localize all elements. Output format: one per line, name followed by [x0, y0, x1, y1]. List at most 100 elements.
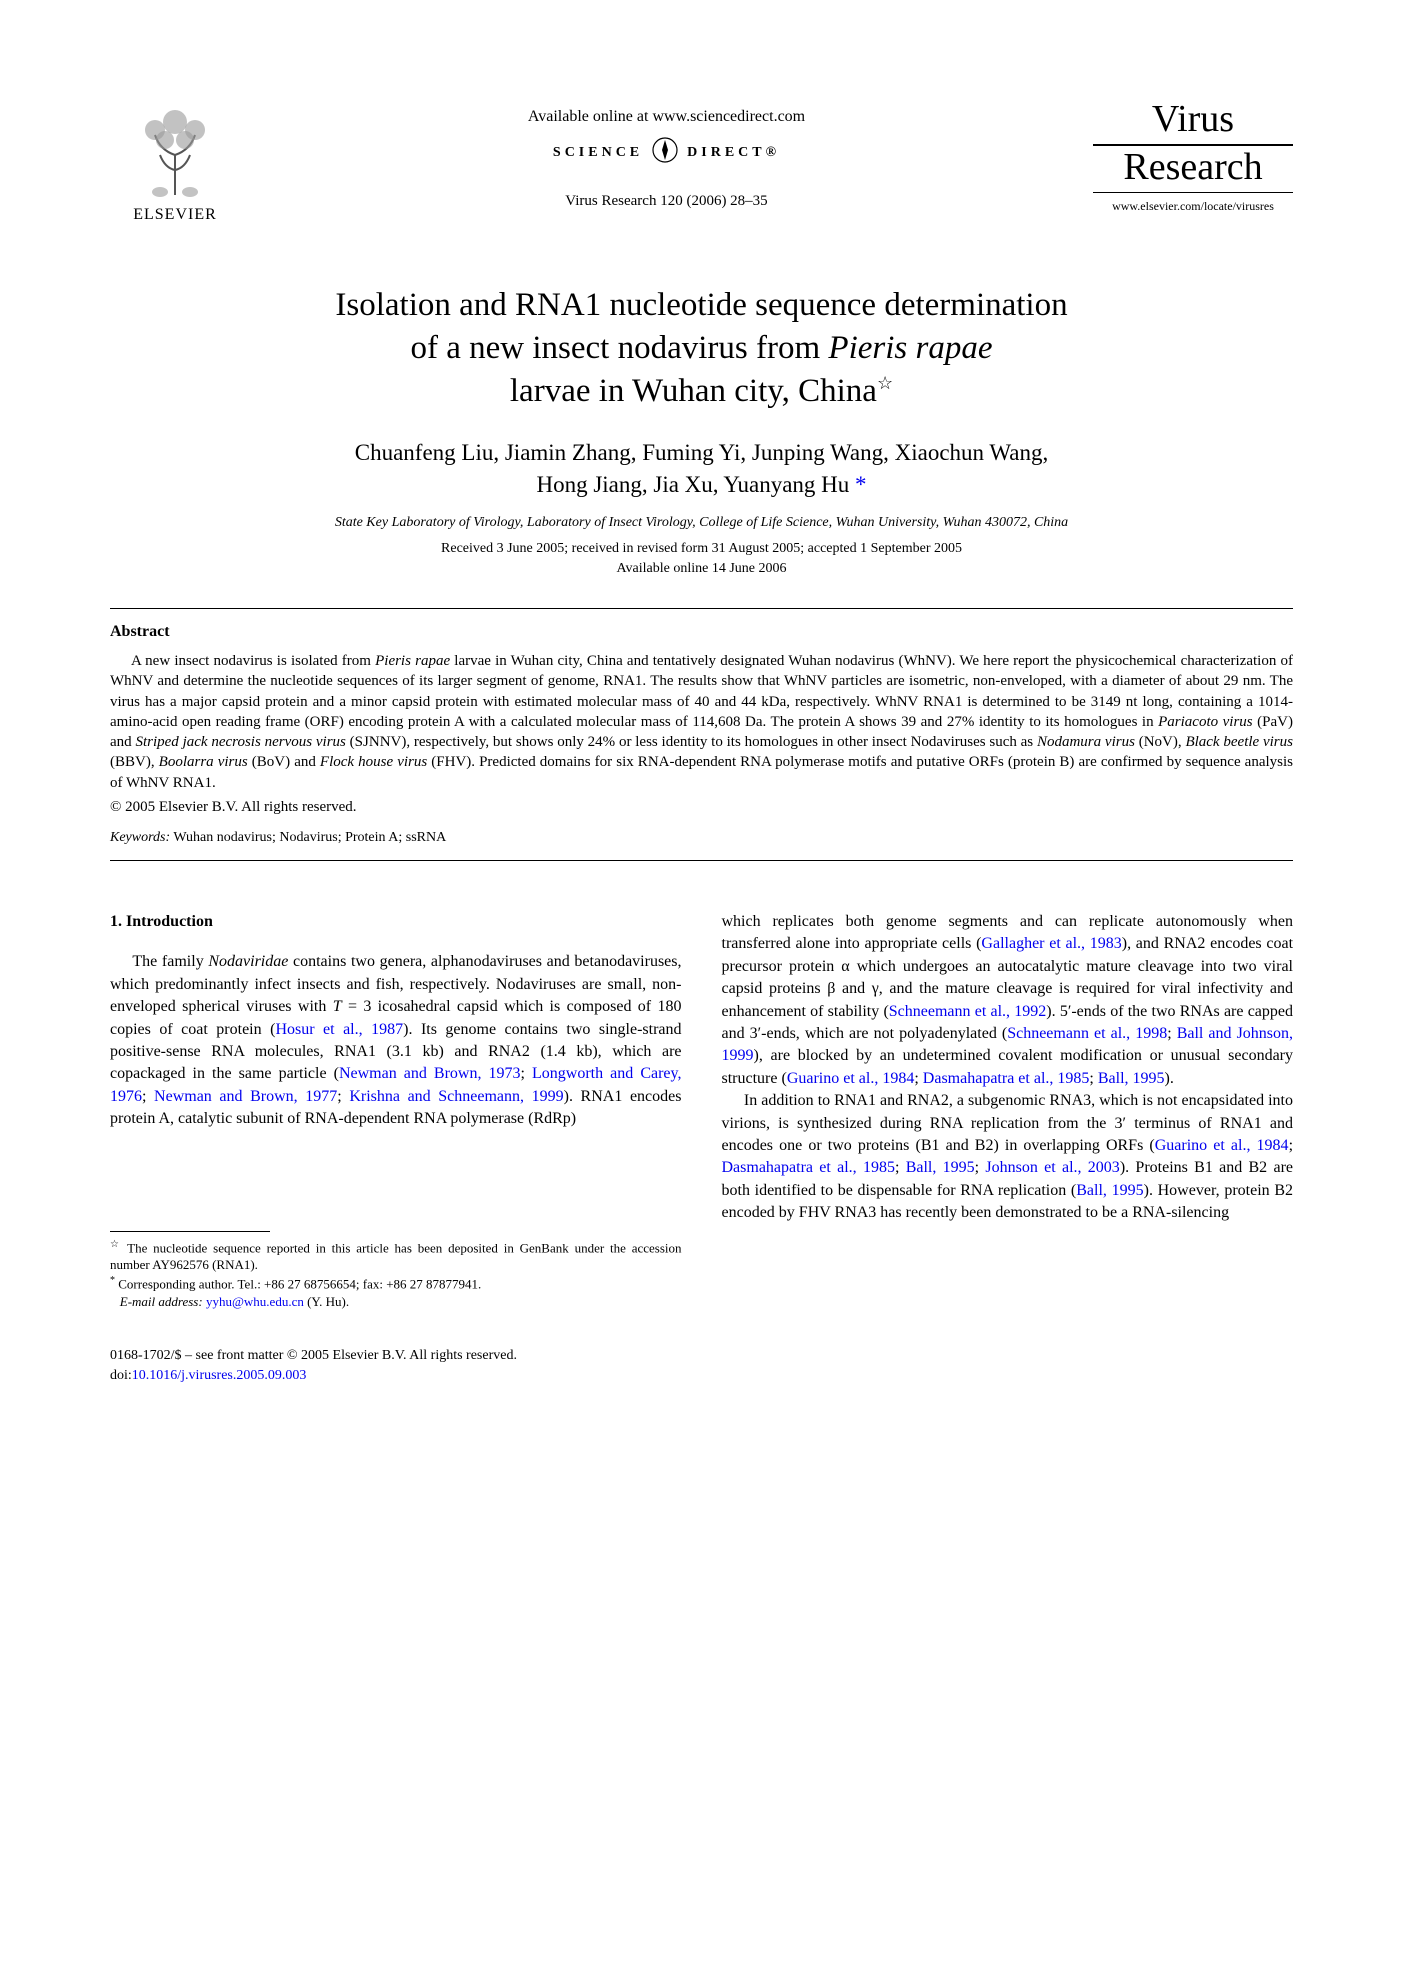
abs-t4: (SJNNV), respectively, but shows only 24… [346, 734, 1037, 750]
keywords: Keywords: Wuhan nodavirus; Nodavirus; Pr… [110, 830, 1293, 846]
fn1-text: The nucleotide sequence reported in this… [110, 1240, 682, 1273]
elsevier-tree-logo [130, 100, 220, 200]
abstract-heading: Abstract [110, 623, 1293, 641]
publisher-logo-block: ELSEVIER [110, 100, 240, 224]
c2-t5: ). [1165, 1070, 1174, 1087]
intro-it1: Nodaviridae [208, 953, 288, 970]
title-species: Pieris rapae [828, 330, 992, 366]
abs-it2: Pariacoto virus [1158, 714, 1253, 730]
footnote-corresponding: * Corresponding author. Tel.: +86 27 687… [110, 1274, 682, 1293]
dates-line2: Available online 14 June 2006 [616, 561, 786, 576]
fn1-mark: ☆ [110, 1239, 122, 1250]
footnote-email: E-mail address: yyhu@whu.edu.cn (Y. Hu). [110, 1293, 682, 1311]
dates-line1: Received 3 June 2005; received in revise… [441, 541, 962, 556]
abs-it5: Black beetle virus [1185, 734, 1293, 750]
corresponding-author-mark[interactable]: * [855, 472, 867, 497]
ref-hosur-1987[interactable]: Hosur et al., 1987 [275, 1021, 403, 1038]
ref-schneemann-1992[interactable]: Schneemann et al., 1992 [889, 1003, 1047, 1020]
rule-above-abstract [110, 608, 1293, 609]
journal-citation: Virus Research 120 (2006) 28–35 [240, 193, 1093, 210]
abs-it7: Flock house virus [320, 754, 427, 770]
intro-s3: ; [337, 1088, 349, 1105]
abs-it6: Boolarra virus [159, 754, 248, 770]
col2-paragraph-1: which replicates both genome segments an… [722, 911, 1294, 1090]
c2p2-s1: ; [1289, 1137, 1293, 1154]
intro-T: T [333, 998, 342, 1015]
fn2-text: Corresponding author. Tel.: +86 27 68756… [115, 1276, 481, 1291]
abs-t6: (BBV), [110, 754, 159, 770]
journal-title-line2: Research [1093, 148, 1293, 193]
ref-gallagher-1983[interactable]: Gallagher et al., 1983 [981, 935, 1121, 952]
ref-krishna-1999[interactable]: Krishna and Schneemann, 1999 [349, 1088, 563, 1105]
doi-link[interactable]: 10.1016/j.virusres.2005.09.003 [132, 1368, 307, 1383]
sciencedirect-brand: SCIENCE DIRECT® [240, 136, 1093, 169]
fn3-label: E-mail address: [120, 1294, 203, 1309]
fn3-tail: (Y. Hu). [304, 1294, 349, 1309]
journal-title-line1: Virus [1093, 100, 1293, 146]
keywords-text: Wuhan nodavirus; Nodavirus; Protein A; s… [170, 830, 446, 845]
available-online-text: Available online at www.sciencedirect.co… [240, 108, 1093, 126]
footnote-genbank: ☆ The nucleotide sequence reported in th… [110, 1238, 682, 1274]
ref-dasmahapatra-1985b[interactable]: Dasmahapatra et al., 1985 [722, 1159, 895, 1176]
ref-ball-1995b[interactable]: Ball, 1995 [906, 1159, 975, 1176]
c2p2-s2: ; [895, 1159, 906, 1176]
abs-it4: Nodamura virus [1037, 734, 1135, 750]
c2-s1: ; [1167, 1025, 1177, 1042]
intro-s2: ; [142, 1088, 154, 1105]
issn-copyright: 0168-1702/$ – see front matter © 2005 El… [110, 1346, 682, 1366]
footnotes-rule [110, 1231, 270, 1232]
article-dates: Received 3 June 2005; received in revise… [110, 539, 1293, 578]
publisher-name: ELSEVIER [133, 206, 217, 224]
intro-s1: ; [521, 1065, 533, 1082]
doi-line: doi:10.1016/j.virusres.2005.09.003 [110, 1366, 682, 1386]
sciencedirect-left: SCIENCE [553, 145, 643, 160]
ref-ball-1995c[interactable]: Ball, 1995 [1076, 1182, 1143, 1199]
ref-guarino-1984b[interactable]: Guarino et al., 1984 [1155, 1137, 1289, 1154]
journal-header: ELSEVIER Available online at www.science… [110, 100, 1293, 224]
ref-dasmahapatra-1985a[interactable]: Dasmahapatra et al., 1985 [923, 1070, 1090, 1087]
c2-s3: ; [1089, 1070, 1097, 1087]
title-line1: Isolation and RNA1 nucleotide sequence d… [335, 287, 1067, 323]
c2-s2: ; [914, 1070, 922, 1087]
bottom-meta: 0168-1702/$ – see front matter © 2005 El… [110, 1346, 682, 1385]
abs-t5: (NoV), [1135, 734, 1186, 750]
sciencedirect-compass-icon [651, 136, 679, 169]
title-footnote-star: ☆ [877, 373, 893, 393]
intro-paragraph-1: The family Nodaviridae contains two gene… [110, 951, 682, 1130]
keywords-label: Keywords: [110, 830, 170, 845]
left-column: 1. Introduction The family Nodaviridae c… [110, 911, 682, 1386]
ref-guarino-1984a[interactable]: Guarino et al., 1984 [787, 1070, 915, 1087]
doi-pre: doi: [110, 1368, 132, 1383]
abs-it3: Striped jack necrosis nervous virus [135, 734, 345, 750]
body-columns: 1. Introduction The family Nodaviridae c… [110, 911, 1293, 1386]
abs-t7: (BoV) and [248, 754, 320, 770]
author-list: Chuanfeng Liu, Jiamin Zhang, Fuming Yi, … [110, 437, 1293, 501]
ref-johnson-2003[interactable]: Johnson et al., 2003 [985, 1159, 1119, 1176]
section-1-heading: 1. Introduction [110, 911, 682, 933]
abs-t1: A new insect nodavirus is isolated from [131, 653, 375, 669]
sciencedirect-right: DIRECT® [687, 145, 780, 160]
journal-url: www.elsevier.com/locate/virusres [1093, 199, 1293, 214]
title-line3: larvae in Wuhan city, China [510, 373, 877, 409]
footnotes: ☆ The nucleotide sequence reported in th… [110, 1238, 682, 1311]
right-column: which replicates both genome segments an… [722, 911, 1294, 1386]
ref-ball-1995a[interactable]: Ball, 1995 [1098, 1070, 1165, 1087]
authors-line1: Chuanfeng Liu, Jiamin Zhang, Fuming Yi, … [355, 440, 1048, 465]
title-line2-pre: of a new insect nodavirus from [411, 330, 829, 366]
abs-it1: Pieris rapae [375, 653, 450, 669]
abstract-copyright: © 2005 Elsevier B.V. All rights reserved… [110, 799, 1293, 816]
ref-newman-1977[interactable]: Newman and Brown, 1977 [154, 1088, 337, 1105]
journal-title-block: Virus Research www.elsevier.com/locate/v… [1093, 100, 1293, 214]
rule-below-abstract [110, 860, 1293, 861]
abstract-body: A new insect nodavirus is isolated from … [110, 651, 1293, 793]
article-title: Isolation and RNA1 nucleotide sequence d… [190, 284, 1213, 413]
authors-line2: Hong Jiang, Jia Xu, Yuanyang Hu [536, 472, 849, 497]
ref-schneemann-1998[interactable]: Schneemann et al., 1998 [1007, 1025, 1167, 1042]
ref-newman-1973[interactable]: Newman and Brown, 1973 [339, 1065, 521, 1082]
c2p2-s3: ; [975, 1159, 986, 1176]
header-center: Available online at www.sciencedirect.co… [240, 100, 1093, 210]
email-link[interactable]: yyhu@whu.edu.cn [206, 1294, 304, 1309]
col2-paragraph-2: In addition to RNA1 and RNA2, a subgenom… [722, 1090, 1294, 1224]
affiliation: State Key Laboratory of Virology, Labora… [110, 515, 1293, 531]
intro-t1: The family [132, 953, 208, 970]
